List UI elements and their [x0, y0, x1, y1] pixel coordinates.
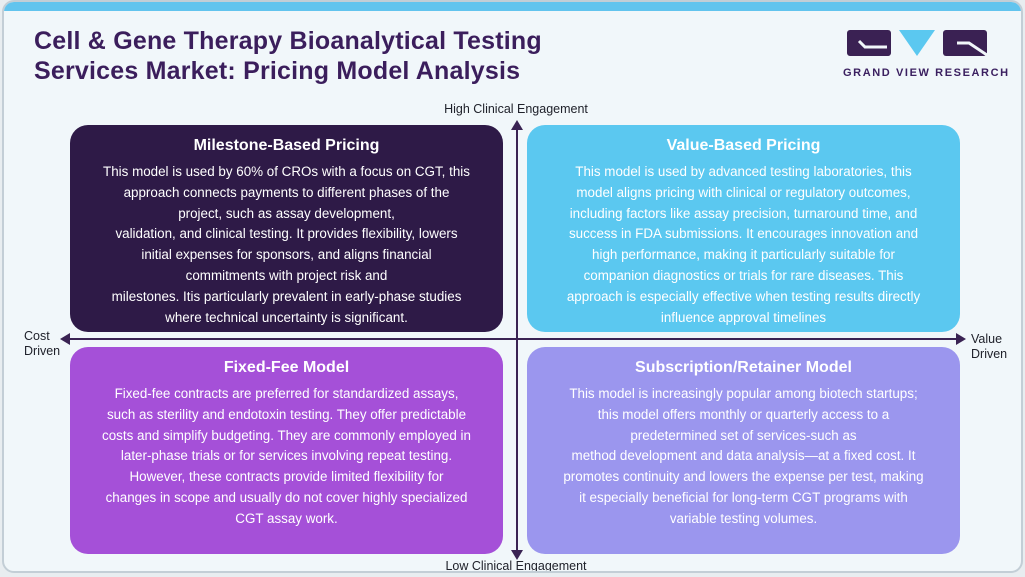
page-title-line2: Services Market: Pricing Model Analysis — [34, 57, 521, 85]
horizontal-axis-line — [68, 338, 958, 340]
quadrant-subscription-retainer-model: Subscription/Retainer Model This model i… — [527, 347, 960, 554]
quadrant-body: Fixed-fee contracts are preferred for st… — [102, 386, 471, 526]
quadrant-title: Milestone-Based Pricing — [193, 137, 380, 154]
axis-label-high-clinical-engagement: High Clinical Engagement — [444, 102, 588, 116]
quadrant-body: This model is used by 60% of CROs with a… — [103, 164, 470, 325]
quadrant-title: Value-Based Pricing — [666, 137, 821, 154]
top-accent-bar — [4, 2, 1021, 11]
page-title-line1: Cell & Gene Therapy Bioanalytical Testin… — [34, 27, 542, 55]
logo-wordmark: GRAND VIEW RESEARCH — [843, 67, 1010, 79]
quadrant-value-based-pricing: Value-Based Pricing This model is used b… — [527, 125, 960, 332]
quadrant-body: This model is used by advanced testing l… — [566, 164, 921, 325]
axis-label-value-driven: Value Driven — [971, 332, 1008, 361]
axis-label-cost-driven: Cost Driven — [24, 329, 61, 358]
quadrant-body: This model is increasingly popular among… — [563, 386, 924, 526]
quadrant-title: Subscription/Retainer Model — [635, 359, 852, 376]
quadrant-milestone-based-pricing: Milestone-Based Pricing This model is us… — [70, 125, 503, 332]
arrow-down-icon — [511, 550, 523, 560]
quadrant-title: Fixed-Fee Model — [223, 359, 350, 376]
page-title: Cell & Gene Therapy Bioanalytical Testin… — [34, 26, 542, 86]
grand-view-research-logo: GRAND VIEW RESEARCH — [843, 28, 1010, 79]
vertical-axis-line — [516, 128, 518, 552]
arrow-right-icon — [956, 333, 966, 345]
arrow-left-icon — [60, 333, 70, 345]
axis-label-low-clinical-engagement: Low Clinical Engagement — [445, 559, 587, 573]
gvr-logo-mark-icon — [847, 30, 988, 57]
arrow-up-icon — [511, 120, 523, 130]
quadrant-fixed-fee-model: Fixed-Fee Model Fixed-fee contracts are … — [70, 347, 503, 554]
